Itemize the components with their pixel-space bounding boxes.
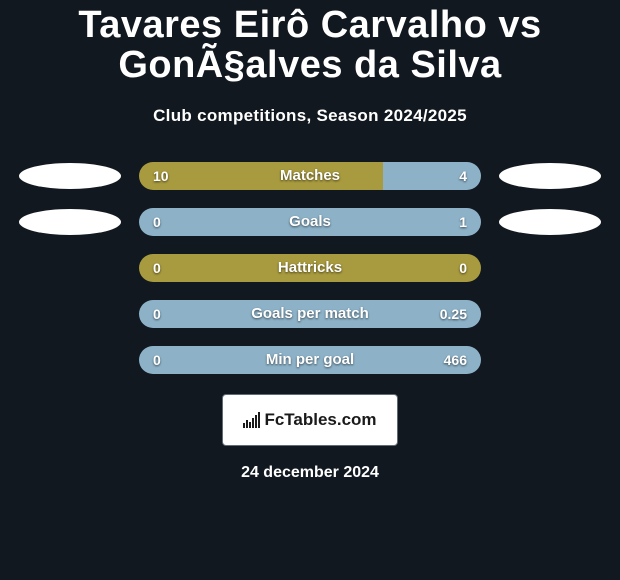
bar-fill-right (383, 162, 481, 190)
bar-chart-icon (243, 412, 260, 428)
stat-row: Matches104 (0, 162, 620, 190)
stat-bar: Goals01 (139, 208, 481, 236)
spacer (19, 255, 121, 281)
player-left-oval (19, 163, 121, 189)
stats-container: Matches104 Goals01 Hattricks00 Goals per ma… (0, 162, 620, 374)
player-right-oval (499, 209, 601, 235)
player-left-oval (19, 209, 121, 235)
stat-row: Min per goal0466 (0, 346, 620, 374)
stat-bar: Hattricks00 (139, 254, 481, 282)
stat-bar: Matches104 (139, 162, 481, 190)
bar-fill-right (139, 346, 481, 374)
stat-bar: Goals per match00.25 (139, 300, 481, 328)
bar-fill-right (139, 208, 481, 236)
date-label: 24 december 2024 (0, 464, 620, 482)
spacer (499, 347, 601, 373)
stat-row: Goals01 (0, 208, 620, 236)
spacer (19, 301, 121, 327)
stat-bar: Min per goal0466 (139, 346, 481, 374)
spacer (499, 255, 601, 281)
comparison-infographic: Tavares Eirô Carvalho vs GonÃ§alves da S… (0, 0, 620, 580)
stat-row: Goals per match00.25 (0, 300, 620, 328)
page-title: Tavares Eirô Carvalho vs GonÃ§alves da S… (0, 0, 620, 86)
bar-fill (139, 254, 481, 282)
logo-box: FcTables.com (222, 394, 398, 446)
logo-text: FcTables.com (264, 410, 376, 430)
bar-fill-right (139, 300, 481, 328)
player-right-oval (499, 163, 601, 189)
stat-row: Hattricks00 (0, 254, 620, 282)
spacer (499, 301, 601, 327)
bar-fill-left (139, 162, 383, 190)
spacer (19, 347, 121, 373)
subtitle: Club competitions, Season 2024/2025 (0, 106, 620, 126)
